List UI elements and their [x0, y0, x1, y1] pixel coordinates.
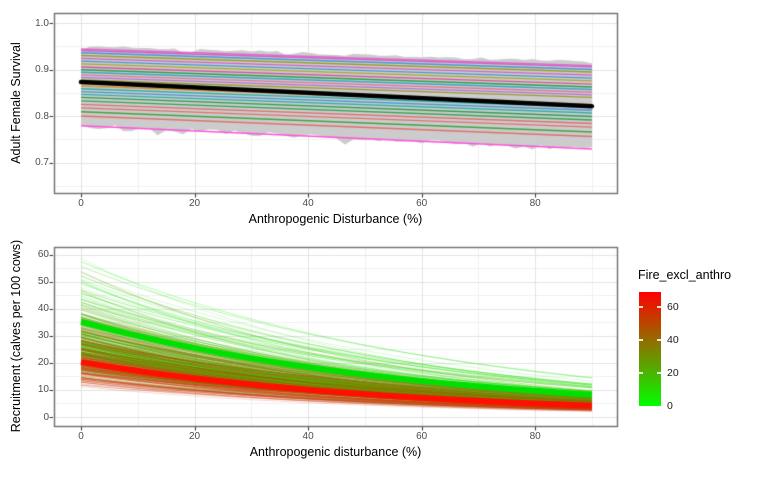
tick-label: 60 — [37, 249, 49, 260]
tick-label: 0 — [78, 198, 84, 209]
top-x-axis-title: Anthropogenic Disturbance (%) — [248, 212, 423, 226]
tick-label: 0 — [78, 431, 84, 442]
tick-label: 60 — [416, 431, 428, 442]
tick-label: 20 — [37, 357, 49, 369]
tick-label: 1.0 — [35, 17, 49, 29]
tick-label: 80 — [529, 431, 541, 442]
tick-label: 0.8 — [35, 110, 49, 122]
tick-label: 60 — [416, 198, 428, 209]
tick-label: 30 — [37, 330, 49, 342]
tick-label: 10 — [37, 384, 49, 396]
tick-label: 40 — [37, 303, 49, 315]
bottom-x-axis-title: Anthropogenic disturbance (%) — [249, 445, 422, 459]
tick-label: 0.9 — [35, 64, 49, 75]
tick-label: 0.7 — [35, 157, 49, 168]
tick-label: 0 — [43, 411, 49, 423]
tick-label: 40 — [302, 431, 314, 442]
tick-label: 40 — [302, 198, 314, 209]
tick-label: 20 — [188, 431, 201, 442]
tick-label: 80 — [529, 198, 541, 209]
tick-label: 50 — [37, 276, 49, 288]
tick-label: 20 — [188, 198, 201, 209]
